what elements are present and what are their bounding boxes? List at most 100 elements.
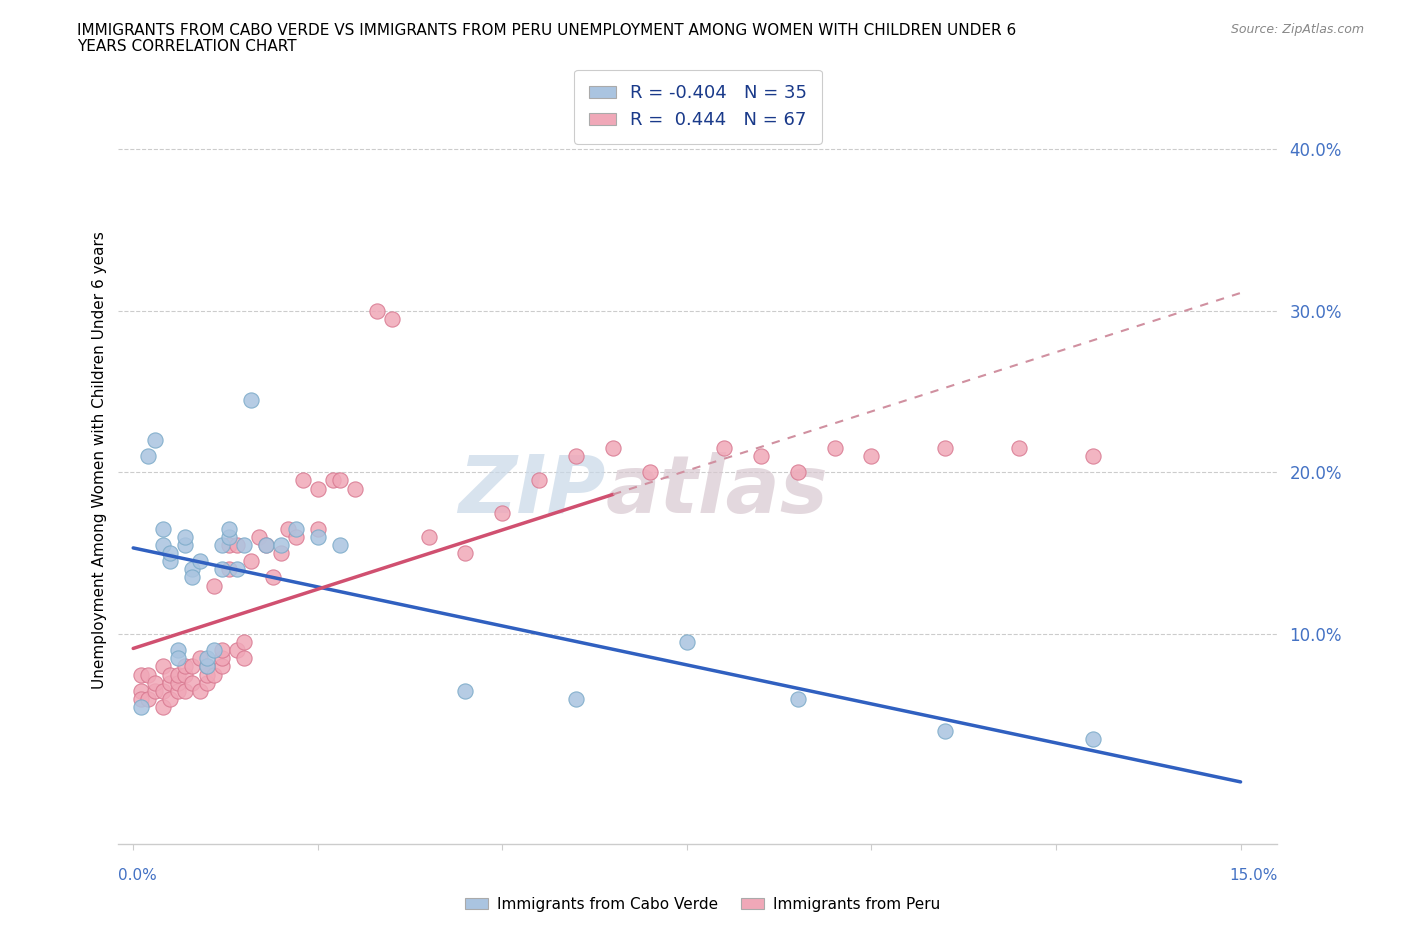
Point bbox=[454, 546, 477, 561]
Point bbox=[218, 562, 240, 577]
Point bbox=[159, 667, 181, 682]
Point bbox=[166, 675, 188, 690]
Point bbox=[181, 659, 204, 674]
Point bbox=[284, 529, 307, 544]
Point bbox=[188, 684, 211, 698]
Point bbox=[602, 441, 624, 456]
Point bbox=[195, 659, 218, 674]
Point bbox=[173, 529, 195, 544]
Point bbox=[418, 529, 440, 544]
Point bbox=[181, 675, 204, 690]
Point bbox=[159, 546, 181, 561]
Point bbox=[195, 667, 218, 682]
Point bbox=[491, 505, 513, 520]
Point bbox=[129, 691, 152, 706]
Point bbox=[152, 684, 174, 698]
Point bbox=[152, 659, 174, 674]
Point bbox=[159, 691, 181, 706]
Point bbox=[270, 538, 292, 552]
Point bbox=[173, 684, 195, 698]
Point bbox=[225, 643, 247, 658]
Point bbox=[381, 312, 404, 326]
Text: IMMIGRANTS FROM CABO VERDE VS IMMIGRANTS FROM PERU UNEMPLOYMENT AMONG WOMEN WITH: IMMIGRANTS FROM CABO VERDE VS IMMIGRANTS… bbox=[77, 23, 1017, 38]
Point bbox=[638, 465, 661, 480]
Point bbox=[233, 651, 256, 666]
Point bbox=[277, 522, 299, 537]
Point bbox=[218, 529, 240, 544]
Point bbox=[129, 667, 152, 682]
Point bbox=[211, 659, 233, 674]
Point bbox=[181, 562, 204, 577]
Point bbox=[195, 675, 218, 690]
Text: atlas: atlas bbox=[605, 452, 828, 530]
Point bbox=[159, 675, 181, 690]
Point bbox=[1008, 441, 1031, 456]
Point bbox=[143, 684, 166, 698]
Point bbox=[1081, 732, 1104, 747]
Point bbox=[366, 303, 388, 318]
Point bbox=[136, 667, 159, 682]
Point bbox=[159, 554, 181, 569]
Point bbox=[934, 724, 956, 738]
Point bbox=[202, 643, 225, 658]
Point bbox=[188, 651, 211, 666]
Point bbox=[233, 538, 256, 552]
Point bbox=[292, 473, 315, 488]
Point bbox=[211, 538, 233, 552]
Point bbox=[824, 441, 846, 456]
Point bbox=[166, 684, 188, 698]
Point bbox=[343, 481, 366, 496]
Point bbox=[166, 651, 188, 666]
Y-axis label: Unemployment Among Women with Children Under 6 years: Unemployment Among Women with Children U… bbox=[93, 232, 107, 689]
Point bbox=[254, 538, 277, 552]
Point bbox=[322, 473, 344, 488]
Point bbox=[225, 538, 247, 552]
Text: Source: ZipAtlas.com: Source: ZipAtlas.com bbox=[1230, 23, 1364, 36]
Point bbox=[195, 651, 218, 666]
Point bbox=[136, 691, 159, 706]
Point bbox=[529, 473, 551, 488]
Point bbox=[329, 473, 352, 488]
Point bbox=[676, 635, 699, 650]
Point bbox=[307, 529, 329, 544]
Point bbox=[129, 699, 152, 714]
Point bbox=[263, 570, 285, 585]
Point bbox=[454, 684, 477, 698]
Point bbox=[284, 522, 307, 537]
Point bbox=[786, 465, 808, 480]
Point bbox=[934, 441, 956, 456]
Point bbox=[218, 538, 240, 552]
Point bbox=[240, 554, 263, 569]
Point bbox=[166, 667, 188, 682]
Point bbox=[173, 659, 195, 674]
Point bbox=[786, 691, 808, 706]
Point bbox=[173, 538, 195, 552]
Point bbox=[129, 684, 152, 698]
Point bbox=[202, 667, 225, 682]
Legend: Immigrants from Cabo Verde, Immigrants from Peru: Immigrants from Cabo Verde, Immigrants f… bbox=[460, 891, 946, 918]
Point bbox=[1081, 449, 1104, 464]
Point bbox=[565, 691, 588, 706]
Point bbox=[181, 570, 204, 585]
Point bbox=[152, 538, 174, 552]
Point bbox=[173, 667, 195, 682]
Text: 0.0%: 0.0% bbox=[118, 868, 157, 883]
Point bbox=[211, 562, 233, 577]
Point bbox=[247, 529, 270, 544]
Point bbox=[860, 449, 883, 464]
Point bbox=[270, 546, 292, 561]
Point bbox=[195, 659, 218, 674]
Text: 15.0%: 15.0% bbox=[1229, 868, 1278, 883]
Point bbox=[152, 522, 174, 537]
Point bbox=[143, 675, 166, 690]
Point bbox=[166, 643, 188, 658]
Point bbox=[143, 432, 166, 447]
Point bbox=[136, 449, 159, 464]
Point bbox=[307, 481, 329, 496]
Legend: R = -0.404   N = 35, R =  0.444   N = 67: R = -0.404 N = 35, R = 0.444 N = 67 bbox=[574, 70, 821, 143]
Point bbox=[211, 651, 233, 666]
Point bbox=[225, 562, 247, 577]
Point bbox=[713, 441, 735, 456]
Point bbox=[254, 538, 277, 552]
Point bbox=[211, 643, 233, 658]
